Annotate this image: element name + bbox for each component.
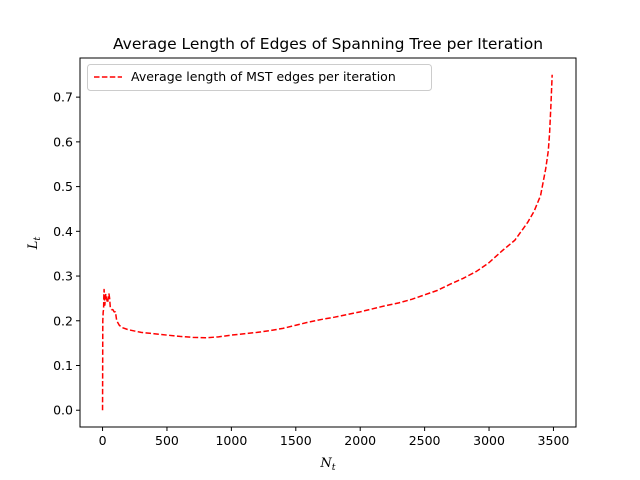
x-axis-ticks: 0 500 1000 1500 2000 2500 3000 3500 xyxy=(99,427,570,448)
x-tick-label: 3500 xyxy=(538,433,570,448)
y-tick-label: 0.5 xyxy=(53,179,73,194)
x-tick-label: 2500 xyxy=(409,433,441,448)
y-tick-label: 0.4 xyxy=(53,224,73,239)
y-tick-label: 0.3 xyxy=(53,269,73,284)
x-axis-label-main: N xyxy=(319,456,332,471)
x-axis-label: Nt xyxy=(319,456,335,473)
x-axis-label-subscript: t xyxy=(332,462,336,473)
y-tick-label: 0.2 xyxy=(53,313,73,328)
x-tick-label: 2000 xyxy=(344,433,376,448)
plot-frame xyxy=(79,57,577,428)
x-tick-label: 500 xyxy=(155,433,179,448)
legend-frame xyxy=(87,64,432,91)
y-tick-label: 0.6 xyxy=(53,134,73,149)
x-tick-label: 3000 xyxy=(473,433,505,448)
legend-label: Average length of MST edges per iteratio… xyxy=(131,69,396,84)
y-tick-label: 0.1 xyxy=(53,358,73,373)
plot-area xyxy=(79,57,577,428)
y-tick-label: 0.0 xyxy=(53,403,73,418)
y-axis-ticks: 0.0 0.1 0.2 0.3 0.4 0.5 0.6 0.7 xyxy=(53,90,80,418)
x-tick-label: 1500 xyxy=(280,433,312,448)
legend: Average length of MST edges per iteratio… xyxy=(87,64,432,91)
y-axis-label: Lt xyxy=(26,237,43,251)
series-layer xyxy=(101,74,553,411)
series-line-0 xyxy=(101,74,553,411)
y-axis-label-subscript: t xyxy=(32,237,43,241)
y-tick-label: 0.7 xyxy=(53,90,73,105)
x-tick-label: 1000 xyxy=(215,433,247,448)
chart-title: Average Length of Edges of Spanning Tree… xyxy=(113,35,543,53)
y-axis-label-main: L xyxy=(26,241,41,251)
x-tick-label: 0 xyxy=(99,433,107,448)
